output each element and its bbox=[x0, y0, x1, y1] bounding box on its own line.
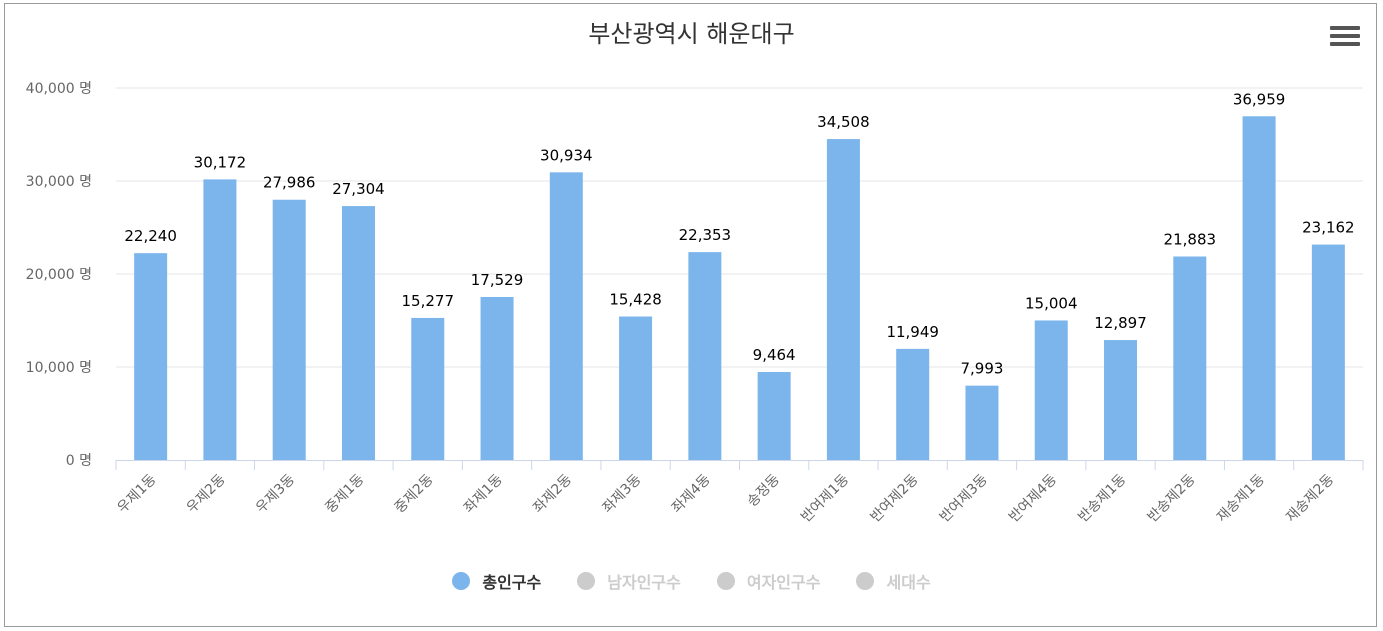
x-tick-label: 재송제1동 bbox=[1214, 471, 1268, 525]
bar[interactable] bbox=[1173, 256, 1207, 460]
data-label: 15,277 bbox=[402, 292, 455, 310]
bar[interactable] bbox=[134, 253, 168, 460]
data-label: 27,986 bbox=[263, 174, 316, 192]
x-tick-label: 반여제1동 bbox=[798, 471, 852, 525]
data-label: 23,162 bbox=[1302, 219, 1355, 237]
y-tick-label: 30,000 명 bbox=[26, 174, 92, 190]
legend-dot bbox=[577, 572, 596, 590]
legend-label: 세대수 bbox=[886, 573, 931, 592]
bar[interactable] bbox=[1311, 244, 1345, 460]
bar[interactable] bbox=[965, 385, 999, 460]
x-tick-label: 반송제2동 bbox=[1145, 471, 1199, 525]
bar[interactable] bbox=[896, 348, 930, 460]
legend-label: 여자인구수 bbox=[746, 573, 821, 592]
data-label: 22,240 bbox=[124, 227, 177, 245]
legend-label: 남자인구수 bbox=[607, 573, 681, 592]
x-tick-label: 반여제4동 bbox=[1006, 471, 1060, 525]
legend-item-female[interactable]: 여자인구수 bbox=[716, 569, 821, 593]
legend-item-total[interactable]: 총인구수 bbox=[452, 569, 541, 593]
bar[interactable] bbox=[619, 316, 653, 460]
bar[interactable] bbox=[1242, 116, 1276, 460]
legend-dot bbox=[856, 572, 875, 590]
x-tick-label: 중제1동 bbox=[322, 471, 367, 516]
x-tick-label: 좌제3동 bbox=[599, 471, 644, 516]
data-label: 9,464 bbox=[753, 346, 796, 364]
data-label: 17,529 bbox=[471, 271, 524, 289]
data-label: 7,993 bbox=[960, 360, 1003, 378]
legend-label: 총인구수 bbox=[482, 573, 542, 592]
bar[interactable] bbox=[272, 199, 306, 460]
x-tick-label: 우제2동 bbox=[184, 471, 229, 516]
x-tick-label: 반송제1동 bbox=[1075, 471, 1129, 525]
bar[interactable] bbox=[826, 139, 860, 460]
data-label: 11,949 bbox=[886, 323, 939, 341]
data-label: 34,508 bbox=[817, 113, 870, 131]
x-tick-label: 송정동 bbox=[744, 471, 783, 510]
chart-title: 부산광역시 해운대구 bbox=[588, 20, 795, 48]
x-tick-label: 중제2동 bbox=[392, 471, 437, 516]
bar[interactable] bbox=[203, 179, 237, 461]
bar[interactable] bbox=[688, 252, 722, 460]
bar[interactable] bbox=[549, 172, 583, 461]
data-label: 15,428 bbox=[609, 291, 662, 309]
bar[interactable] bbox=[757, 371, 791, 460]
legend-dot bbox=[716, 572, 735, 590]
x-tick-label: 좌제4동 bbox=[669, 471, 714, 516]
legend: 총인구수 남자인구수 여자인구수 세대수 bbox=[0, 569, 1383, 593]
data-label: 30,934 bbox=[540, 146, 593, 164]
bar[interactable] bbox=[411, 317, 445, 460]
bar[interactable] bbox=[341, 206, 375, 460]
hamburger-menu-icon[interactable] bbox=[1330, 26, 1360, 52]
x-tick-label: 좌제2동 bbox=[530, 471, 575, 516]
x-tick-label: 반여제2동 bbox=[867, 471, 921, 525]
legend-item-male[interactable]: 남자인구수 bbox=[577, 569, 681, 593]
data-label: 12,897 bbox=[1094, 314, 1147, 332]
legend-item-households[interactable]: 세대수 bbox=[856, 569, 931, 593]
x-tick-label: 재송제2동 bbox=[1283, 471, 1337, 525]
x-tick-label: 우제1동 bbox=[115, 471, 160, 516]
x-tick-label: 좌제1동 bbox=[461, 471, 506, 516]
bar[interactable] bbox=[480, 296, 514, 460]
bar[interactable] bbox=[1104, 340, 1138, 460]
bar[interactable] bbox=[1034, 320, 1068, 460]
x-tick-label: 반여제3동 bbox=[937, 471, 991, 525]
y-tick-label: 40,000 명 bbox=[26, 81, 92, 97]
y-tick-label: 0 명 bbox=[66, 453, 92, 469]
data-label: 27,304 bbox=[332, 180, 385, 198]
legend-dot bbox=[452, 572, 471, 590]
data-label: 30,172 bbox=[194, 153, 247, 171]
data-label: 15,004 bbox=[1025, 294, 1078, 312]
y-tick-label: 20,000 명 bbox=[26, 267, 92, 283]
data-label: 21,883 bbox=[1164, 230, 1217, 248]
data-label: 36,959 bbox=[1233, 90, 1286, 108]
data-label: 22,353 bbox=[679, 226, 732, 244]
y-tick-label: 10,000 명 bbox=[26, 360, 92, 376]
x-tick-label: 우제3동 bbox=[253, 471, 298, 516]
